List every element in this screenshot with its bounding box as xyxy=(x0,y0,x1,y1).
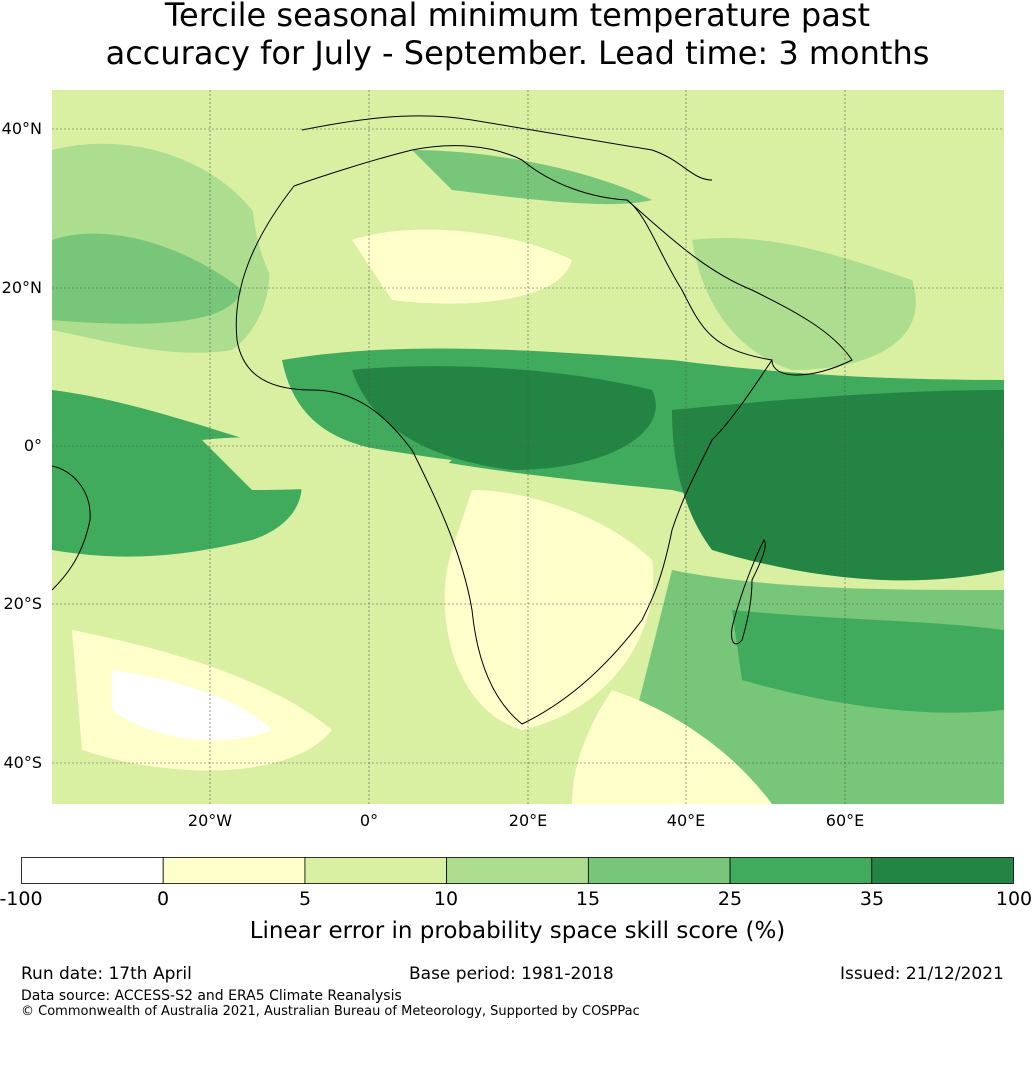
colorbar-tick-0: 0 xyxy=(156,888,170,910)
lon-label-20e: 20°E xyxy=(508,811,548,830)
lat-label-20s: 20°S xyxy=(3,594,42,613)
colorbar-label: Linear error in probability space skill … xyxy=(249,918,786,944)
issued-date: Issued: 21/12/2021 xyxy=(840,964,1004,984)
lat-label-40n: 40°N xyxy=(1,119,42,138)
field-west-atlantic-band xyxy=(52,233,242,324)
lat-label-40s: 40°S xyxy=(3,753,42,772)
field-southern-africa xyxy=(444,490,654,730)
colorbar-segment-6 xyxy=(871,857,1014,884)
colorbar-segment-4 xyxy=(587,857,731,884)
lat-label-20n: 20°N xyxy=(1,278,42,297)
field-south-indian-mid xyxy=(732,610,1004,713)
field-indian-ocean-core xyxy=(672,390,1004,581)
colorbar xyxy=(21,857,1014,884)
run-date: Run date: 17th April xyxy=(21,964,192,984)
map-title-line-2: accuracy for July - September. Lead time… xyxy=(105,34,930,72)
map-title-line-1: Tercile seasonal minimum temperature pas… xyxy=(164,0,871,34)
colorbar-tick-10: 10 xyxy=(433,888,459,910)
africa-coastline xyxy=(235,145,773,725)
colorbar-segment-3 xyxy=(446,857,589,884)
map-gridlines xyxy=(52,90,1004,804)
field-south-atlantic-white xyxy=(112,670,272,741)
europe-coastline xyxy=(301,115,713,181)
field-sahara-light xyxy=(352,229,572,304)
colorbar-segment-0 xyxy=(21,857,164,884)
colorbar-tick-100: 100 xyxy=(995,888,1033,910)
lon-label-60e: 60°E xyxy=(825,811,865,830)
colorbar-segment-2 xyxy=(304,857,448,884)
data-source: Data source: ACCESS-S2 and ERA5 Climate … xyxy=(21,988,402,1004)
field-gulf-of-guinea xyxy=(202,437,452,490)
lon-label-40e: 40°E xyxy=(666,811,706,830)
lon-label-0: 0° xyxy=(359,811,379,830)
colorbar-segment-1 xyxy=(162,857,306,884)
lat-label-equator: 0° xyxy=(23,436,42,455)
skill-score-field xyxy=(52,90,1004,804)
map-canvas xyxy=(52,90,1004,804)
lon-label-20w: 20°W xyxy=(187,811,233,830)
colorbar-tick-minus-100: -100 xyxy=(0,888,43,910)
south-america-coastline xyxy=(52,465,91,591)
skill-score-map xyxy=(52,90,1004,804)
field-arabia xyxy=(692,238,916,370)
colorbar-segment-5 xyxy=(729,857,873,884)
field-southern-ocean-light xyxy=(572,690,772,804)
field-mediterranean xyxy=(412,150,652,205)
madagascar-coastline xyxy=(731,539,766,645)
colorbar-tick-25: 25 xyxy=(717,888,743,910)
colorbar-tick-5: 5 xyxy=(298,888,312,910)
arabia-coastline xyxy=(626,199,853,376)
colorbar-tick-35: 35 xyxy=(859,888,885,910)
field-central-africa-core xyxy=(352,366,656,470)
copyright-notice: © Commonwealth of Australia 2021, Austra… xyxy=(21,1004,640,1019)
base-period: Base period: 1981-2018 xyxy=(409,964,614,984)
coastlines xyxy=(52,115,853,725)
field-equatorial-atlantic xyxy=(52,390,302,557)
colorbar-tick-15: 15 xyxy=(575,888,601,910)
